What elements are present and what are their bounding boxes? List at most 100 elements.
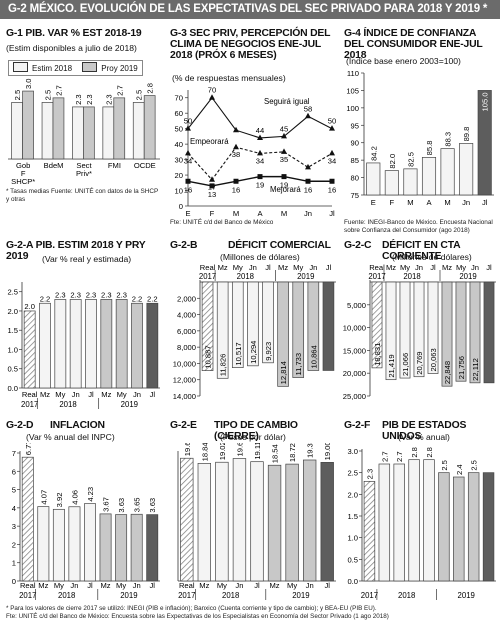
y-tick-label: 8,000 [177,343,196,352]
bar-3 [421,157,437,196]
category-label: F [390,198,395,207]
bar-value-label: 18.54 [271,444,280,463]
bar-value-label: 2.0 [24,302,35,311]
point-value-label: 16 [304,185,312,194]
category-label: FMI [108,161,121,170]
category-label: Priv* [76,169,92,178]
g2e-title: TIPO DE CAMBIO (CIERRE) [214,420,298,442]
g1-note: * Tasas medias Fuente: UNITÉ con datos d… [6,188,159,203]
y-tick-label: 1.5 [347,512,358,521]
bar-value-label: 19.00 [323,443,332,460]
category-label: M [233,209,239,218]
category-label: Jl [329,209,335,218]
bar-7 [307,281,320,371]
y-tick-label: 20,000 [343,369,366,378]
series-marker [257,149,263,156]
category-label: SHCP* [11,177,35,186]
bar-5 [459,143,474,196]
year-label: 2017 [368,272,385,281]
g2b-subtitle: (Millones de dólares) [220,252,300,262]
bar-7 [130,513,143,582]
g4-chart: 75 80 85 90 95 100 105 110 84.2 E 82.0 F 82.5 M 85.8 A 8… [346,69,494,207]
category-label: My [233,263,243,272]
bar-8 [322,281,335,371]
category-label: Jl [150,390,156,399]
bar-value-label: 10,887 [204,345,213,368]
year-label: 2017 [178,591,195,600]
category-label: My [55,390,65,399]
bar-6 [115,299,128,389]
category-label: Sect [76,161,92,170]
bar-value-label: 2.5 [44,90,53,101]
y-tick-label: 100 [346,104,359,113]
y-tick-label: 2 [12,540,16,549]
bar-0 [363,480,376,582]
bar-5 [99,513,112,582]
category-label: Mz [40,390,50,399]
bar-value-label: 19.66 [183,443,192,456]
category-label: Mz [100,581,110,590]
y-tick-label: 20 [175,171,183,180]
category-label: My [117,390,127,399]
y-tick-label: 25,000 [343,392,366,401]
year-label: 2017 [199,272,216,281]
bar-value-label: 2.3 [55,290,66,299]
bar-2-1 [83,106,95,160]
category-label: Gob [16,161,30,170]
panel-g2c: G-2-C DÉFICIT EN CTA CORRIENTE (Millones… [340,238,498,416]
bar-value-label: 3.0 [24,78,33,89]
year-label: 2018 [237,272,254,281]
bar-value-label: 105.0 [481,92,490,111]
category-label: Jn [235,581,243,590]
bar-value-label: 2.5 [135,90,144,101]
bar-value-label: 82.0 [388,154,397,169]
y-tick-label: 1 [12,559,16,568]
bar-8 [482,472,495,582]
category-label: My [293,263,303,272]
g2d-title: INFLACION [50,420,105,431]
y-tick-label: 4,000 [177,311,196,320]
bar-value-label: 22,848 [443,361,452,384]
point-value-label: 19 [280,181,288,190]
category-label: Jn [306,581,314,590]
bar-value-label: 19.11 [253,443,262,460]
y-tick-label: 14,000 [173,392,196,401]
year-label: 2017 [21,400,38,409]
year-label: 2019 [458,591,475,600]
bar-0-0 [11,102,23,160]
bar-value-label: 11,733 [294,353,303,376]
legend-label-estim: Estim 2018 [32,64,73,73]
series-marker [281,174,287,180]
bar-value-label: 19.62 [235,443,244,456]
category-label: My [54,581,64,590]
y-tick-label: 5,000 [347,301,366,310]
point-value-label: 13 [208,190,216,199]
footer-note-2: Fte: UNITÉ c/d del Banco de México: Encu… [6,613,389,620]
bar-value-label: 3.92 [55,493,64,508]
bar-value-label: 88.3 [444,132,453,147]
bar-0 [21,456,34,582]
category-label: OCDE [134,161,156,170]
point-value-label: 16 [328,185,336,194]
year-label: 2017 [361,591,378,600]
category-label: Jl [88,390,94,399]
bar-3-1 [113,97,126,160]
bar-value-label: 2.8 [410,447,419,458]
bar-value-label: 6.77 [24,443,33,455]
bar-value-label: 2.8 [425,447,434,458]
panel-g1: G-1 PIB. VAR % EST 2018-19 (Estim dispon… [2,24,164,204]
bar-value-label: 2.2 [132,294,143,303]
point-value-label: 50 [184,117,192,126]
bar-value-label: 85.8 [425,141,434,156]
bar-1 [384,170,399,196]
year-label: 2019 [297,272,314,281]
category-label: My [116,581,126,590]
bar-2 [399,281,411,379]
bar-value-label: 2.5 [440,460,449,471]
category-label: Jn [462,198,470,207]
bar-value-label: 2.3 [70,290,81,299]
y-tick-label: 2.5 [7,288,18,297]
bar-value-label: 4.23 [86,487,95,502]
bar-8 [483,281,495,384]
